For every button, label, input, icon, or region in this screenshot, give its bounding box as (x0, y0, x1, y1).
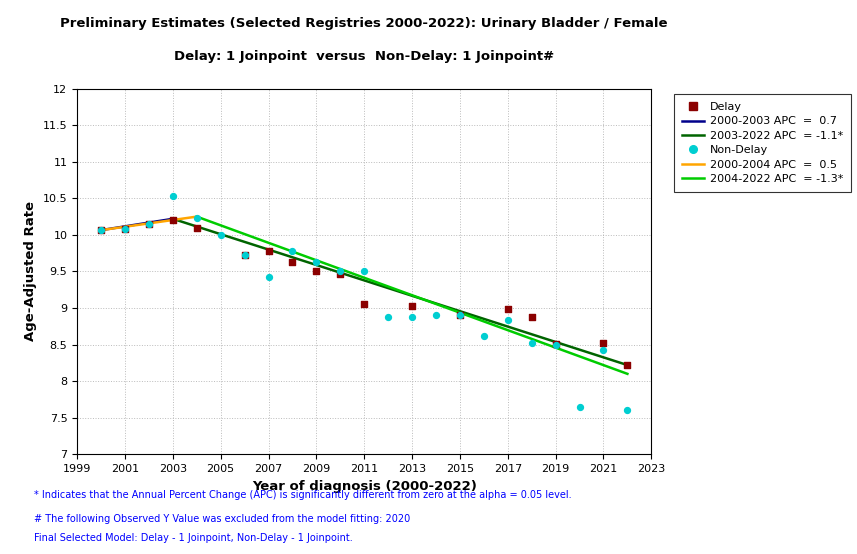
Point (524, 338, 538, 347)
X-axis label: Year of diagnosis (2000-2022): Year of diagnosis (2000-2022) (252, 480, 476, 493)
Point (596, 346, 610, 355)
Text: Delay: 1 Joinpoint  versus  Non-Delay: 1 Joinpoint#: Delay: 1 Joinpoint versus Non-Delay: 1 J… (174, 50, 554, 63)
Text: * Indicates that the Annual Percent Change (APC) is significantly different from: * Indicates that the Annual Percent Chan… (34, 490, 572, 500)
Point (477, 331, 491, 340)
Point (429, 311, 443, 320)
Point (190, 214, 204, 223)
Point (333, 267, 347, 276)
Point (118, 224, 132, 233)
Point (572, 402, 586, 411)
Point (261, 273, 275, 282)
Point (333, 269, 347, 278)
Point (620, 361, 634, 370)
Legend: Delay, 2000-2003 APC  =  0.7, 2003-2022 APC  = -1.1*, Non-Delay, 2000-2004 APC  : Delay, 2000-2003 APC = 0.7, 2003-2022 AP… (674, 94, 851, 192)
Point (453, 311, 467, 320)
Point (261, 247, 275, 255)
Point (309, 258, 323, 266)
Point (381, 312, 395, 321)
Text: Preliminary Estimates (Selected Registries 2000-2022): Urinary Bladder / Female: Preliminary Estimates (Selected Registri… (61, 17, 668, 29)
Point (357, 300, 371, 309)
Point (190, 223, 204, 232)
Point (237, 251, 251, 260)
Point (285, 247, 299, 255)
Point (309, 267, 323, 276)
Point (500, 305, 514, 314)
Point (524, 312, 538, 321)
Point (94, 225, 108, 234)
Point (405, 312, 419, 321)
Point (142, 219, 156, 228)
Point (357, 267, 371, 276)
Point (405, 301, 419, 310)
Point (214, 230, 228, 239)
Point (285, 258, 299, 266)
Point (548, 340, 562, 348)
Point (118, 224, 132, 233)
Point (237, 251, 251, 260)
Point (500, 316, 514, 325)
Point (620, 406, 634, 415)
Point (453, 311, 467, 320)
Point (142, 219, 156, 228)
Y-axis label: Age-Adjusted Rate: Age-Adjusted Rate (24, 202, 37, 341)
Text: Final Selected Model: Delay - 1 Joinpoint, Non-Delay - 1 Joinpoint.: Final Selected Model: Delay - 1 Joinpoin… (34, 533, 353, 543)
Point (94, 225, 108, 234)
Text: # The following Observed Y Value was excluded from the model fitting: 2020: # The following Observed Y Value was exc… (34, 514, 411, 524)
Point (596, 338, 610, 347)
Point (166, 216, 180, 225)
Point (166, 192, 180, 201)
Point (548, 340, 562, 349)
